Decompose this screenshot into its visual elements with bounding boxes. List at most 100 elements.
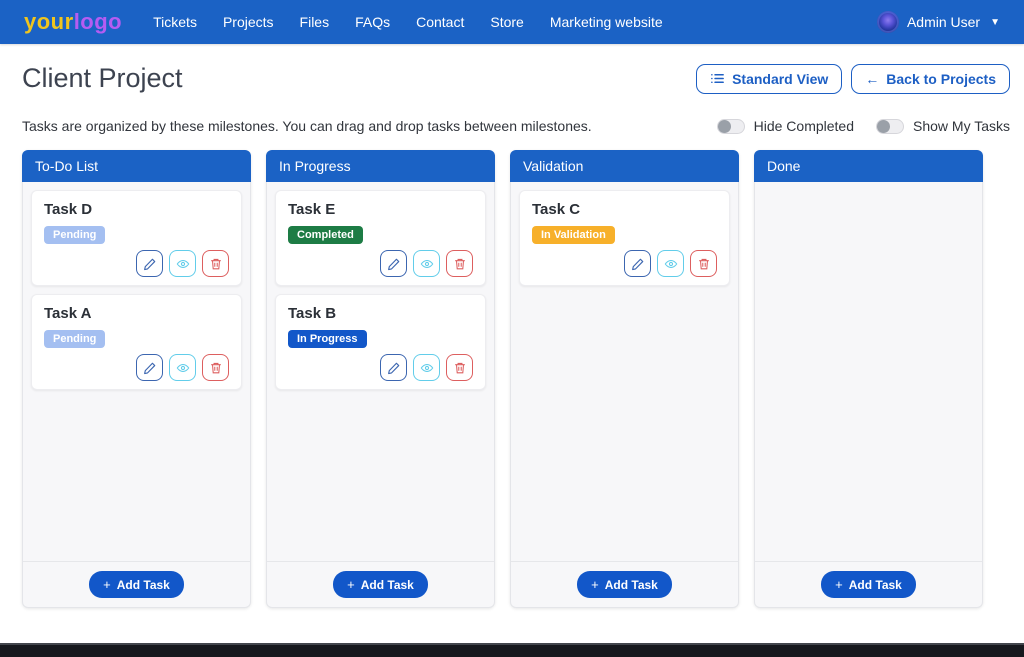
delete-task-button[interactable] bbox=[446, 250, 473, 277]
list-view-icon bbox=[710, 71, 725, 86]
view-task-button[interactable] bbox=[413, 250, 440, 277]
footer-bar bbox=[0, 643, 1024, 657]
switch-knob bbox=[877, 119, 890, 133]
task-card-task-a[interactable]: Task A Pending bbox=[31, 294, 242, 390]
task-card-task-e[interactable]: Task E Completed bbox=[275, 190, 486, 286]
page-title: Client Project bbox=[22, 63, 183, 93]
column-footer: + Add Task bbox=[23, 561, 250, 607]
trash-icon bbox=[454, 258, 465, 269]
column-header: In Progress bbox=[266, 150, 495, 182]
chevron-down-icon: ▼ bbox=[990, 16, 1000, 28]
task-list bbox=[755, 182, 982, 561]
hide-completed-label: Hide Completed bbox=[753, 118, 854, 134]
milestones-description: Tasks are organized by these milestones.… bbox=[22, 118, 592, 134]
status-badge: Completed bbox=[288, 226, 363, 244]
user-name: Admin User bbox=[906, 14, 981, 30]
status-badge: In Progress bbox=[288, 330, 367, 348]
header-buttons: Standard View ← Back to Projects bbox=[696, 63, 1010, 94]
column-header: To-Do List bbox=[22, 150, 251, 182]
delete-task-button[interactable] bbox=[690, 250, 717, 277]
toggle-hide-completed[interactable]: Hide Completed bbox=[716, 118, 854, 134]
edit-task-button[interactable] bbox=[136, 354, 163, 381]
delete-task-button[interactable] bbox=[202, 354, 229, 381]
view-task-button[interactable] bbox=[413, 354, 440, 381]
card-actions bbox=[44, 250, 229, 277]
add-task-button[interactable]: + Add Task bbox=[333, 571, 428, 598]
nav-links: Tickets Projects Files FAQs Contact Stor… bbox=[140, 8, 676, 36]
column-validation: Validation Task C In Validation + Add Ta… bbox=[510, 150, 739, 608]
task-card-task-d[interactable]: Task D Pending bbox=[31, 190, 242, 286]
delete-task-button[interactable] bbox=[202, 250, 229, 277]
back-to-projects-button[interactable]: ← Back to Projects bbox=[851, 63, 1010, 94]
add-task-label: Add Task bbox=[116, 577, 170, 592]
add-task-button[interactable]: + Add Task bbox=[577, 571, 672, 598]
add-task-label: Add Task bbox=[848, 577, 902, 592]
eye-icon bbox=[176, 259, 189, 268]
page-header: Client Project Standard View ← Back to P… bbox=[0, 63, 1024, 94]
nav-link-store[interactable]: Store bbox=[490, 14, 524, 30]
nav-link-projects[interactable]: Projects bbox=[222, 14, 274, 30]
back-arrow-icon: ← bbox=[865, 70, 880, 87]
logo-text-your: your bbox=[24, 9, 74, 34]
edit-task-button[interactable] bbox=[136, 250, 163, 277]
column-header: Done bbox=[754, 150, 983, 182]
add-task-button[interactable]: + Add Task bbox=[89, 571, 184, 598]
standard-view-button[interactable]: Standard View bbox=[696, 63, 843, 94]
view-task-button[interactable] bbox=[657, 250, 684, 277]
column-body: Task D Pending Task A Pending bbox=[22, 182, 251, 608]
task-card-task-b[interactable]: Task B In Progress bbox=[275, 294, 486, 390]
column-in-progress: In Progress Task E Completed Task B In P… bbox=[266, 150, 495, 608]
nav-link-marketing-website[interactable]: Marketing website bbox=[549, 14, 663, 30]
trash-icon bbox=[210, 258, 221, 269]
toggle-show-my-tasks[interactable]: Show My Tasks bbox=[876, 118, 1010, 134]
eye-icon bbox=[176, 363, 189, 372]
standard-view-label: Standard View bbox=[732, 70, 829, 87]
add-task-button[interactable]: + Add Task bbox=[821, 571, 916, 598]
column-footer: + Add Task bbox=[755, 561, 982, 607]
nav-link-files[interactable]: Files bbox=[299, 14, 330, 30]
column-body: + Add Task bbox=[754, 182, 983, 608]
hide-completed-switch[interactable] bbox=[716, 118, 745, 134]
edit-task-button[interactable] bbox=[624, 250, 651, 277]
avatar bbox=[876, 11, 899, 33]
task-card-task-c[interactable]: Task C In Validation bbox=[519, 190, 730, 286]
trash-icon bbox=[454, 362, 465, 373]
edit-task-button[interactable] bbox=[380, 250, 407, 277]
task-list: Task E Completed Task B In Progress bbox=[267, 182, 494, 561]
view-task-button[interactable] bbox=[169, 354, 196, 381]
user-menu[interactable]: Admin User ▼ bbox=[876, 11, 1000, 33]
card-actions bbox=[532, 250, 717, 277]
logo-text-logo: logo bbox=[73, 9, 123, 34]
status-badge: Pending bbox=[44, 226, 106, 244]
column-done: Done + Add Task bbox=[754, 150, 983, 608]
column-body: Task E Completed Task B In Progress bbox=[266, 182, 495, 608]
pencil-icon bbox=[143, 362, 155, 374]
delete-task-button[interactable] bbox=[446, 354, 473, 381]
task-title: Task E bbox=[288, 201, 336, 218]
plus-icon: + bbox=[591, 577, 599, 592]
nav-link-faqs[interactable]: FAQs bbox=[355, 14, 391, 30]
card-actions bbox=[288, 354, 473, 381]
task-title: Task C bbox=[532, 201, 581, 218]
add-task-label: Add Task bbox=[360, 577, 414, 592]
toggle-controls: Hide Completed Show My Tasks bbox=[716, 118, 1010, 134]
add-task-label: Add Task bbox=[604, 577, 658, 592]
column-footer: + Add Task bbox=[267, 561, 494, 607]
task-title: Task A bbox=[44, 305, 92, 322]
app-logo[interactable]: your logo bbox=[24, 9, 122, 35]
pencil-icon bbox=[143, 258, 155, 270]
task-title: Task D bbox=[44, 201, 93, 218]
show-my-tasks-switch[interactable] bbox=[876, 118, 904, 134]
trash-icon bbox=[698, 258, 709, 269]
edit-task-button[interactable] bbox=[380, 354, 407, 381]
card-actions bbox=[288, 250, 473, 277]
view-task-button[interactable] bbox=[169, 250, 196, 277]
nav-link-contact[interactable]: Contact bbox=[416, 14, 465, 30]
back-to-projects-label: Back to Projects bbox=[886, 70, 996, 87]
plus-icon: + bbox=[347, 577, 355, 592]
card-actions bbox=[44, 354, 229, 381]
status-badge: Pending bbox=[44, 330, 106, 348]
switch-knob bbox=[717, 119, 731, 133]
nav-link-tickets[interactable]: Tickets bbox=[153, 14, 197, 30]
pencil-icon bbox=[631, 258, 643, 270]
